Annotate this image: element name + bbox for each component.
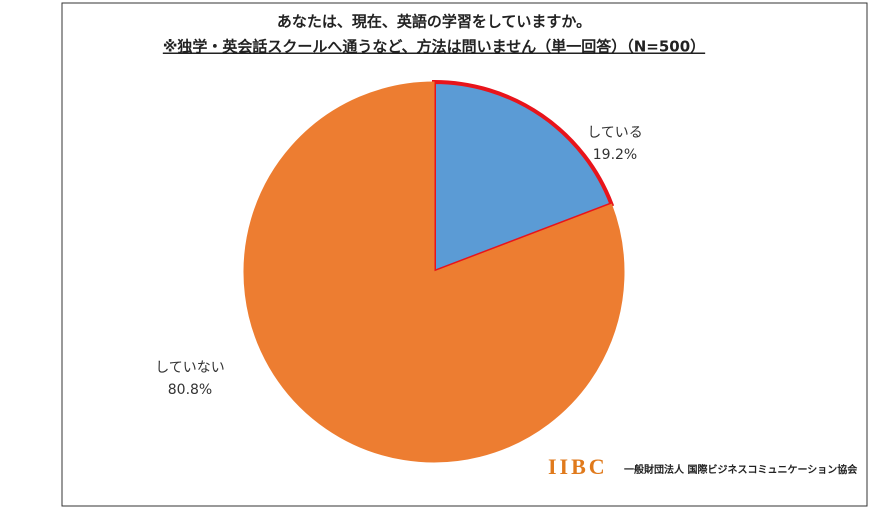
pie-slice [243,81,625,463]
value-label: 80.8% [168,382,212,398]
category-label: していない [155,360,225,376]
chart-subtitle: ※独学・英会話スクールへ通うなど、方法は問いません（単一回答）（N=500） [163,38,705,56]
logo: IIBC [548,454,608,479]
value-label: 19.2% [593,147,637,163]
organization: 一般財団法人 国際ビジネスコミュニケーション協会 [624,463,857,476]
chart-title: あなたは、現在、英語の学習をしていますか。 [277,13,591,31]
pie-slice [432,79,615,275]
category-label: している [587,125,643,141]
